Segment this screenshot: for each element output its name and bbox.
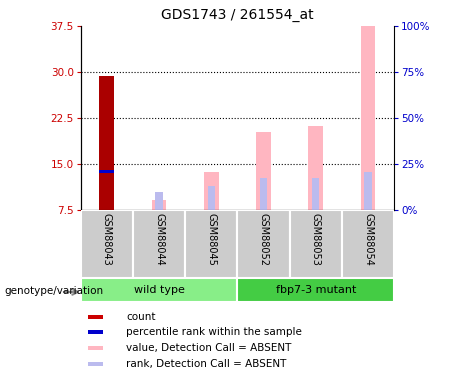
Bar	[152, 200, 166, 210]
Bar	[88, 315, 103, 318]
Bar	[185, 210, 237, 278]
Text: fbp7-3 mutant: fbp7-3 mutant	[276, 285, 356, 295]
Bar	[237, 210, 290, 278]
Bar	[312, 177, 319, 210]
Text: GSM88044: GSM88044	[154, 213, 164, 266]
Bar	[88, 330, 103, 334]
Bar	[342, 210, 394, 278]
Title: GDS1743 / 261554_at: GDS1743 / 261554_at	[161, 9, 314, 22]
Bar	[81, 278, 237, 302]
Text: value, Detection Call = ABSENT: value, Detection Call = ABSENT	[126, 343, 291, 353]
Bar	[204, 172, 219, 210]
Text: GSM88054: GSM88054	[363, 213, 373, 266]
Bar	[260, 177, 267, 210]
Bar	[207, 186, 215, 210]
Text: GSM88052: GSM88052	[259, 213, 269, 266]
Bar	[155, 192, 163, 210]
Bar	[88, 362, 103, 366]
Text: GSM88045: GSM88045	[206, 213, 216, 266]
Bar	[290, 210, 342, 278]
Bar	[100, 170, 114, 173]
Text: count: count	[126, 312, 155, 322]
Bar	[237, 278, 394, 302]
Text: percentile rank within the sample: percentile rank within the sample	[126, 327, 302, 337]
Bar	[88, 346, 103, 350]
Text: GSM88053: GSM88053	[311, 213, 321, 266]
Bar	[361, 26, 375, 210]
Text: genotype/variation: genotype/variation	[5, 286, 104, 296]
Bar	[81, 210, 133, 278]
Text: GSM88043: GSM88043	[102, 213, 112, 266]
Bar	[256, 132, 271, 210]
Bar	[308, 126, 323, 210]
Bar	[133, 210, 185, 278]
Bar	[100, 76, 114, 210]
Bar	[364, 172, 372, 210]
Text: wild type: wild type	[134, 285, 184, 295]
Text: rank, Detection Call = ABSENT: rank, Detection Call = ABSENT	[126, 358, 286, 369]
